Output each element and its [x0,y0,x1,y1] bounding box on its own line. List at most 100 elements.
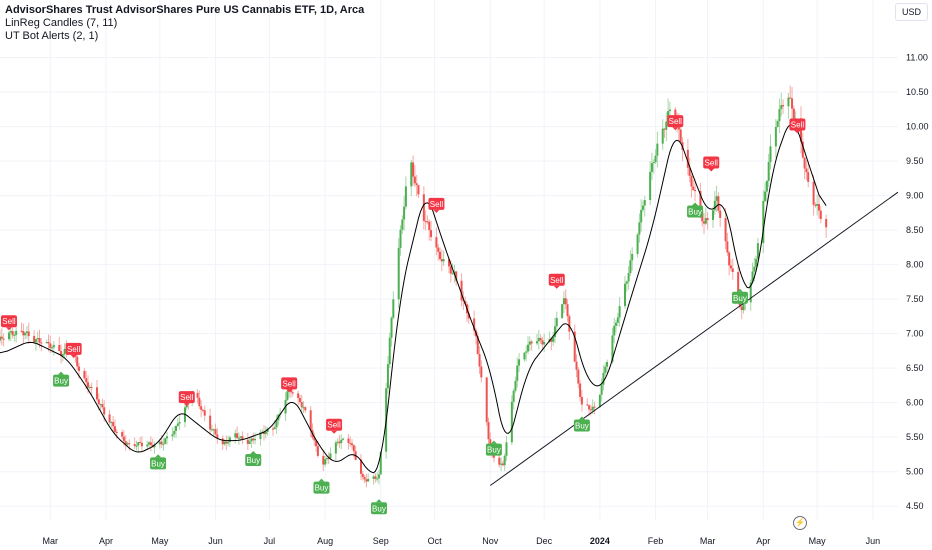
signal-box [178,391,195,404]
candle-body [58,345,61,352]
candle-body [315,440,318,447]
candle-body [568,316,571,332]
candle-body [349,442,352,444]
candle-body [451,273,454,275]
candle-body [586,404,589,406]
candle-body [359,459,362,474]
signal-box [53,374,70,387]
y-tick-label: 8.50 [906,225,924,235]
signals-layer: Sell Buy Sell Sell Buy Buy Sell Buy Sell Buy Sell B… [0,115,806,515]
signal-pointer [736,288,743,292]
candle-body [649,171,652,201]
candle-body [539,338,542,341]
candle-body [776,121,779,127]
price-axis[interactable]: 4.50 5.00 5.50 6.00 6.50 7.00 7.50 8.00 8.50 9.00… [906,53,929,512]
candle-body [552,337,555,342]
candle-body [726,241,729,253]
signal-box [326,418,343,431]
candle-body [351,443,354,446]
currency-badge[interactable]: USD [894,3,928,21]
candle-body [38,338,41,343]
symbol-title[interactable]: AdvisorShares Trust AdvisorShares Pure U… [5,4,365,16]
candle-body [178,422,181,424]
candle-body [613,325,616,336]
candle-body [227,441,230,444]
candle-body [640,209,643,223]
candle-body [246,439,249,444]
candle-body [527,344,530,352]
signal-label: Sell [282,379,296,388]
candle-body [627,273,630,282]
signal-pointer [58,371,65,375]
candle-body [541,340,544,345]
x-tick-label: Mar [700,536,716,546]
candle-body [665,121,668,130]
candle-body [478,354,481,367]
candle-body [390,317,393,338]
candle-body [300,402,303,408]
lines-layer [0,124,899,486]
signal-pointer [692,202,699,206]
candle-body [264,431,267,435]
x-tick-label: Dec [536,536,553,546]
candle-body [254,439,257,441]
candle-body [135,445,138,447]
time-axis[interactable]: Mar Apr May Jun Jul Aug Sep Oct Nov Dec 2024 Feb Mar… [43,536,881,546]
candle-body [562,298,565,305]
candle-body [83,370,86,379]
signal-label: Buy [688,208,702,217]
candle-body [448,259,450,267]
candle-body [580,397,583,405]
buy-signal: Buy [731,288,748,304]
signal-box [65,342,82,355]
candle-body [817,204,820,211]
buy-signal: Buy [150,454,167,470]
indicator-utbot[interactable]: UT Bot Alerts (2, 1) [5,30,99,42]
candle-body [313,437,316,441]
candle-body [500,463,503,465]
lightning-icon[interactable]: ⚡ [793,516,807,530]
candle-body [291,392,294,394]
candle-body [322,455,325,465]
signal-label: Sell [2,317,16,326]
candle-body [164,438,167,444]
candle-body [124,441,127,445]
signal-pointer [490,440,497,444]
signal-box [0,315,17,328]
signal-pointer [331,430,338,434]
candle-body [717,196,720,211]
signal-label: Sell [67,345,81,354]
candle-body [650,163,653,172]
sell-signal: Sell [667,115,684,131]
candle-body [158,441,161,445]
sell-signal: Sell [789,118,806,134]
x-tick-label: 2024 [590,536,610,546]
candle-body [0,336,3,339]
buy-signal: Buy [53,371,70,387]
candle-body [176,423,179,426]
candle-body [618,306,621,318]
indicator-linreg[interactable]: LinReg Candles (7, 11) [5,17,118,29]
candle-body [122,436,125,442]
candle-body [661,128,664,144]
y-tick-label: 11.00 [906,53,928,63]
signal-box [150,457,167,470]
candle-body [728,252,731,266]
candle-body [399,229,402,248]
candle-body [166,436,169,439]
candle-body [379,451,382,475]
candle-body [510,401,513,443]
candle-body [422,194,425,221]
candle-body [347,438,350,443]
candle-body [525,351,528,353]
candle-body [805,168,808,173]
candle-body [13,334,16,336]
candle-body [668,109,671,112]
y-tick-label: 7.00 [906,329,924,339]
x-tick-label: May [809,536,827,546]
candle-body [286,391,289,400]
candle-body [428,221,431,231]
candle-body [606,361,609,367]
candle-body [266,428,269,432]
